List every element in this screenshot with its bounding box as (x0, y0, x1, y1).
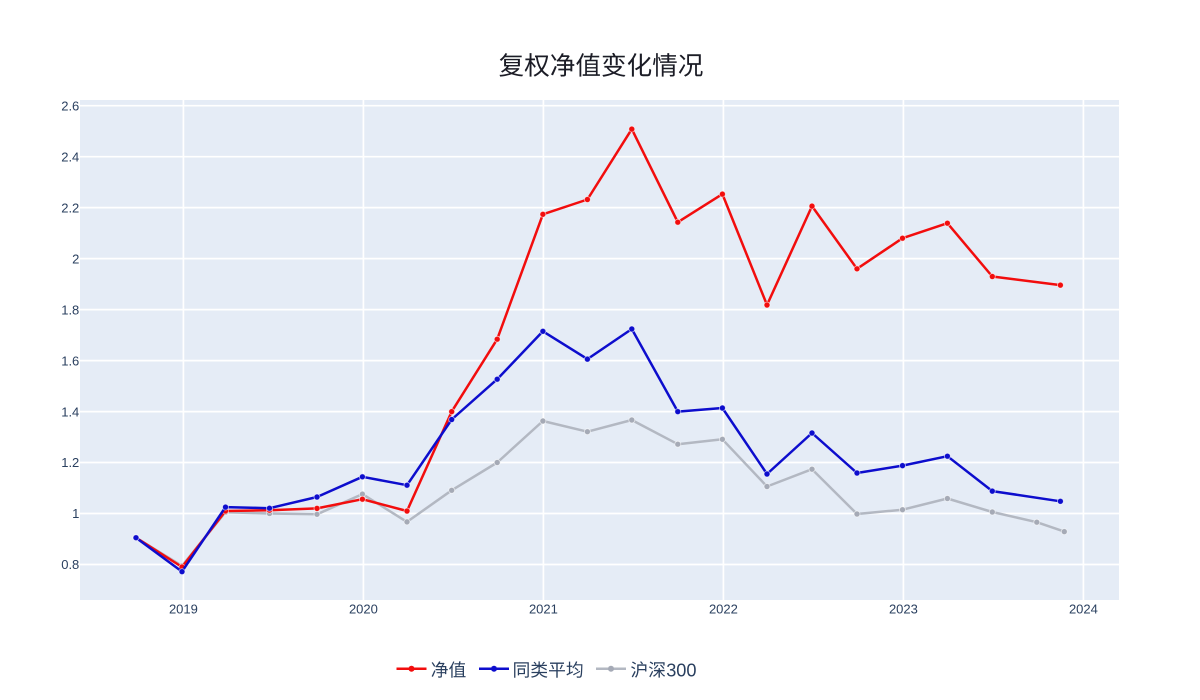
svg-text:2021: 2021 (529, 602, 558, 617)
svg-text:1: 1 (72, 506, 79, 521)
svg-text:2020: 2020 (349, 602, 378, 617)
svg-text:2.4: 2.4 (61, 149, 79, 164)
svg-text:0.8: 0.8 (61, 557, 79, 572)
svg-text:2023: 2023 (889, 602, 918, 617)
svg-text:1.4: 1.4 (61, 404, 79, 419)
svg-text:2024: 2024 (1069, 602, 1098, 617)
svg-text:1.6: 1.6 (61, 353, 79, 368)
svg-text:2.6: 2.6 (61, 98, 79, 113)
svg-text:2: 2 (72, 251, 79, 266)
svg-text:300: 300 (666, 660, 696, 680)
svg-text:2019: 2019 (169, 602, 198, 617)
svg-text:1.8: 1.8 (61, 302, 79, 317)
svg-text:1.2: 1.2 (61, 455, 79, 470)
svg-text:2022: 2022 (709, 602, 738, 617)
svg-text:2.2: 2.2 (61, 200, 79, 215)
